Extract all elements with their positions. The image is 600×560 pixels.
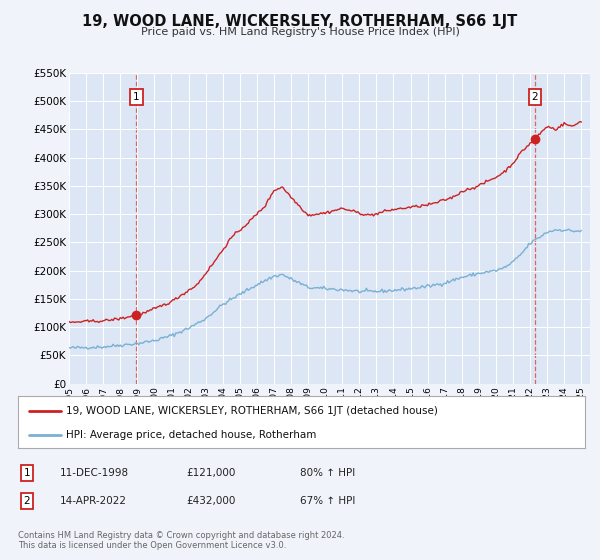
Text: HPI: Average price, detached house, Rotherham: HPI: Average price, detached house, Roth… bbox=[66, 430, 317, 440]
Text: 2: 2 bbox=[532, 92, 538, 102]
Text: 67% ↑ HPI: 67% ↑ HPI bbox=[300, 496, 355, 506]
Text: £432,000: £432,000 bbox=[186, 496, 235, 506]
Text: 1: 1 bbox=[23, 468, 31, 478]
Text: This data is licensed under the Open Government Licence v3.0.: This data is licensed under the Open Gov… bbox=[18, 541, 286, 550]
Text: 19, WOOD LANE, WICKERSLEY, ROTHERHAM, S66 1JT: 19, WOOD LANE, WICKERSLEY, ROTHERHAM, S6… bbox=[82, 14, 518, 29]
Text: Price paid vs. HM Land Registry's House Price Index (HPI): Price paid vs. HM Land Registry's House … bbox=[140, 27, 460, 37]
Text: £121,000: £121,000 bbox=[186, 468, 235, 478]
Text: 2: 2 bbox=[23, 496, 31, 506]
Text: 80% ↑ HPI: 80% ↑ HPI bbox=[300, 468, 355, 478]
Text: 19, WOOD LANE, WICKERSLEY, ROTHERHAM, S66 1JT (detached house): 19, WOOD LANE, WICKERSLEY, ROTHERHAM, S6… bbox=[66, 406, 438, 416]
Text: 1: 1 bbox=[133, 92, 140, 102]
Text: Contains HM Land Registry data © Crown copyright and database right 2024.: Contains HM Land Registry data © Crown c… bbox=[18, 531, 344, 540]
Text: 14-APR-2022: 14-APR-2022 bbox=[60, 496, 127, 506]
Text: 11-DEC-1998: 11-DEC-1998 bbox=[60, 468, 129, 478]
